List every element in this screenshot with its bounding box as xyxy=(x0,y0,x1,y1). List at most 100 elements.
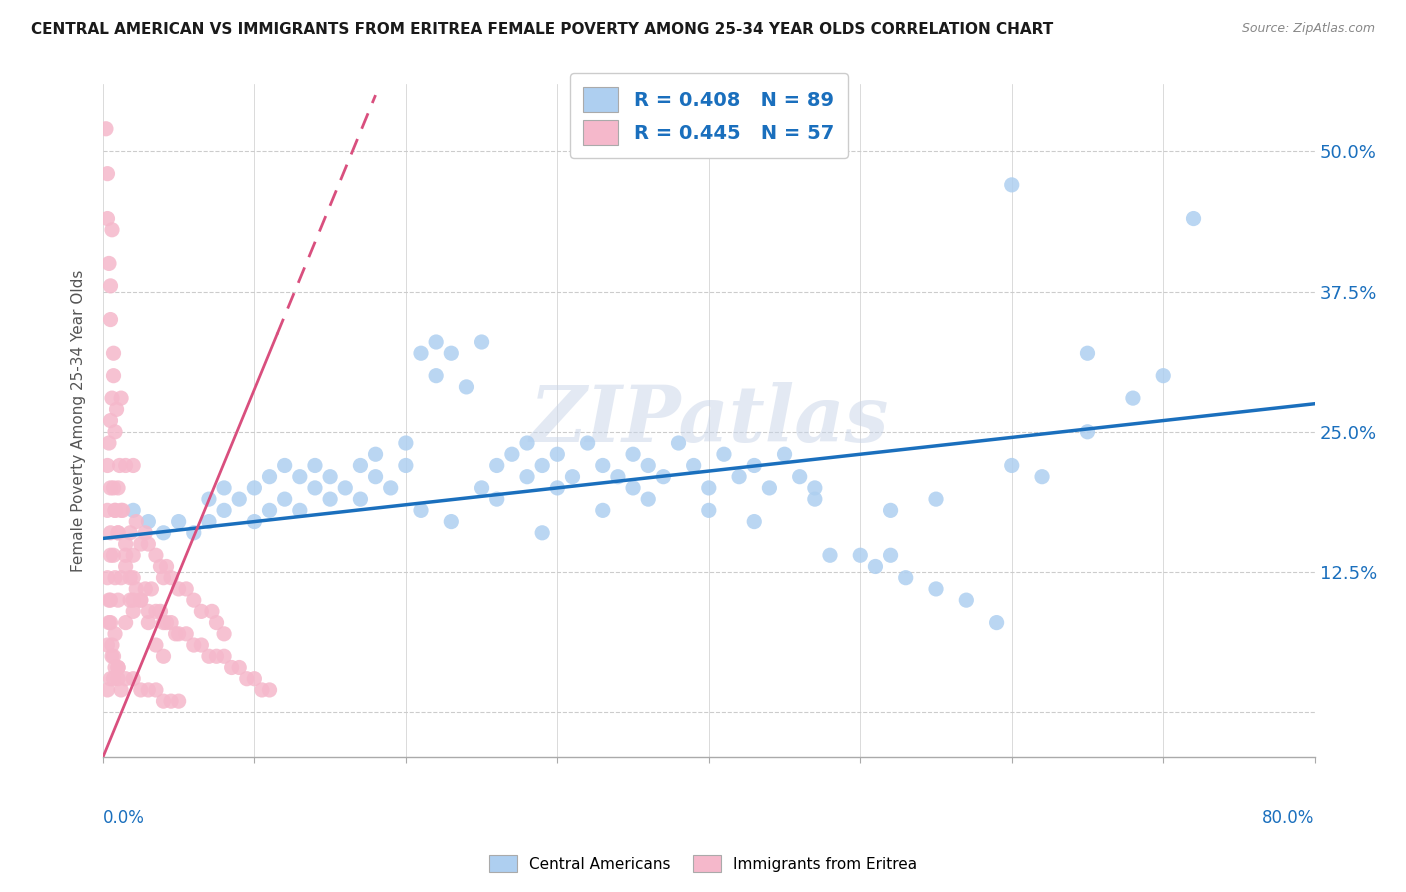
Point xyxy=(758,481,780,495)
Point xyxy=(122,593,145,607)
Point xyxy=(103,548,125,562)
Point xyxy=(516,469,538,483)
Point xyxy=(697,503,720,517)
Point xyxy=(212,481,235,495)
Point xyxy=(546,447,568,461)
Point xyxy=(122,503,145,517)
Point xyxy=(228,660,250,674)
Point xyxy=(104,425,127,439)
Point xyxy=(114,537,136,551)
Point xyxy=(100,481,122,495)
Point xyxy=(100,279,122,293)
Point xyxy=(697,481,720,495)
Point xyxy=(152,615,174,630)
Legend: R = 0.408   N = 89, R = 0.445   N = 57: R = 0.408 N = 89, R = 0.445 N = 57 xyxy=(569,73,848,159)
Point xyxy=(205,649,228,664)
Text: 80.0%: 80.0% xyxy=(1263,809,1315,827)
Point xyxy=(395,436,418,450)
Point xyxy=(111,503,134,517)
Point xyxy=(546,481,568,495)
Point xyxy=(103,649,125,664)
Point xyxy=(773,447,796,461)
Point xyxy=(440,346,463,360)
Point xyxy=(103,368,125,383)
Point xyxy=(134,525,156,540)
Point xyxy=(98,615,121,630)
Point xyxy=(103,481,125,495)
Point xyxy=(319,492,342,507)
Point xyxy=(380,481,402,495)
Point xyxy=(145,682,167,697)
Point xyxy=(129,593,152,607)
Point xyxy=(205,615,228,630)
Point xyxy=(531,525,554,540)
Point xyxy=(114,458,136,473)
Point xyxy=(1182,211,1205,226)
Point xyxy=(96,682,118,697)
Point xyxy=(155,615,177,630)
Point xyxy=(138,682,160,697)
Point xyxy=(101,638,124,652)
Point xyxy=(145,604,167,618)
Point xyxy=(174,582,197,596)
Point xyxy=(120,525,142,540)
Point xyxy=(395,458,418,473)
Text: ZIPatlas: ZIPatlas xyxy=(529,383,889,458)
Point xyxy=(122,548,145,562)
Point xyxy=(592,503,614,517)
Point xyxy=(668,436,690,450)
Point xyxy=(742,458,765,473)
Point xyxy=(236,672,259,686)
Point xyxy=(221,660,243,674)
Point xyxy=(100,312,122,326)
Point xyxy=(105,402,128,417)
Point xyxy=(198,492,221,507)
Point xyxy=(1122,391,1144,405)
Point xyxy=(98,436,121,450)
Point xyxy=(1076,346,1098,360)
Point xyxy=(100,615,122,630)
Point xyxy=(138,604,160,618)
Point xyxy=(243,515,266,529)
Point xyxy=(516,436,538,450)
Point xyxy=(228,492,250,507)
Point xyxy=(104,503,127,517)
Point xyxy=(167,694,190,708)
Point xyxy=(288,503,311,517)
Point xyxy=(107,481,129,495)
Point xyxy=(259,682,281,697)
Point xyxy=(104,503,127,517)
Point xyxy=(165,627,187,641)
Point xyxy=(107,660,129,674)
Point xyxy=(1001,458,1024,473)
Point xyxy=(100,548,122,562)
Point xyxy=(637,492,659,507)
Point xyxy=(335,481,357,495)
Point xyxy=(167,627,190,641)
Point xyxy=(212,627,235,641)
Point xyxy=(145,548,167,562)
Point xyxy=(167,582,190,596)
Point xyxy=(1031,469,1053,483)
Point xyxy=(138,615,160,630)
Point xyxy=(728,469,751,483)
Point xyxy=(122,604,145,618)
Point xyxy=(100,593,122,607)
Point xyxy=(107,525,129,540)
Point xyxy=(349,492,371,507)
Point xyxy=(865,559,887,574)
Point xyxy=(122,571,145,585)
Point xyxy=(879,548,901,562)
Point xyxy=(96,211,118,226)
Point xyxy=(1001,178,1024,192)
Point xyxy=(440,515,463,529)
Point xyxy=(103,672,125,686)
Point xyxy=(104,627,127,641)
Point xyxy=(129,593,152,607)
Point xyxy=(152,525,174,540)
Point xyxy=(319,469,342,483)
Point xyxy=(190,638,212,652)
Point xyxy=(107,672,129,686)
Point xyxy=(110,503,132,517)
Point xyxy=(103,346,125,360)
